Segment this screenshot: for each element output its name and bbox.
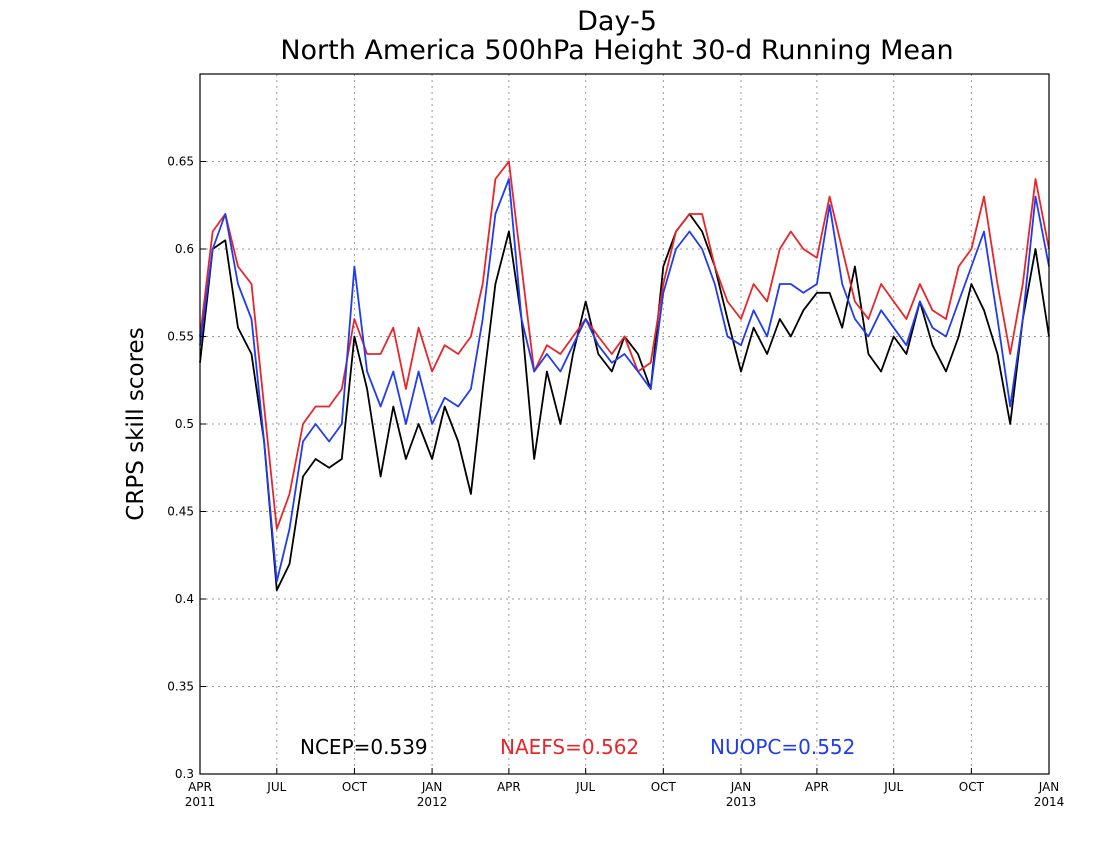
- x-tick-label: JAN: [421, 780, 443, 794]
- y-tick-label: 0.4: [175, 592, 194, 606]
- chart-title: Day-5: [577, 6, 657, 37]
- y-tick-label: 0.5: [175, 417, 194, 431]
- x-tick-year-label: 2013: [726, 795, 757, 809]
- y-axis-ticks: 0.3 0.35 0.4 0.45 0.5 0.55 0.6 0.65: [167, 155, 206, 781]
- x-tick-label: JAN: [730, 780, 752, 794]
- y-tick-label: 0.35: [167, 680, 194, 694]
- x-tick-label: OCT: [342, 780, 368, 794]
- y-tick-label: 0.3: [175, 767, 194, 781]
- series-line-nuopc: [199, 178, 1050, 583]
- legend-entry: NCEP=0.539: [300, 735, 428, 759]
- x-tick-label: APR: [497, 780, 521, 794]
- series-line-naefs: [199, 160, 1050, 530]
- x-tick-label: APR: [188, 780, 212, 794]
- x-tick-label: JUL: [266, 780, 286, 794]
- y-tick-label: 0.55: [167, 330, 194, 344]
- x-tick-label: JAN: [1038, 780, 1060, 794]
- x-tick-label: APR: [805, 780, 829, 794]
- grid: [200, 74, 1049, 774]
- legend-entry: NAEFS=0.562: [500, 735, 639, 759]
- x-tick-label: OCT: [651, 780, 677, 794]
- y-tick-label: 0.6: [175, 242, 194, 256]
- y-tick-label: 0.65: [167, 155, 194, 169]
- legend: NCEP=0.539 NAEFS=0.562 NUOPC=0.552: [300, 735, 855, 759]
- x-tick-year-label: 2014: [1034, 795, 1065, 809]
- x-tick-year-label: 2012: [417, 795, 448, 809]
- x-tick-label: OCT: [959, 780, 985, 794]
- series-group: [199, 160, 1050, 592]
- x-tick-year-label: 2011: [185, 795, 216, 809]
- y-tick-label: 0.45: [167, 505, 194, 519]
- legend-entry: NUOPC=0.552: [710, 735, 855, 759]
- chart-subtitle: North America 500hPa Height 30-d Running…: [280, 35, 953, 66]
- x-tick-label: JUL: [575, 780, 595, 794]
- x-tick-label: JUL: [883, 780, 903, 794]
- y-axis-label: CRPS skill scores: [123, 327, 149, 520]
